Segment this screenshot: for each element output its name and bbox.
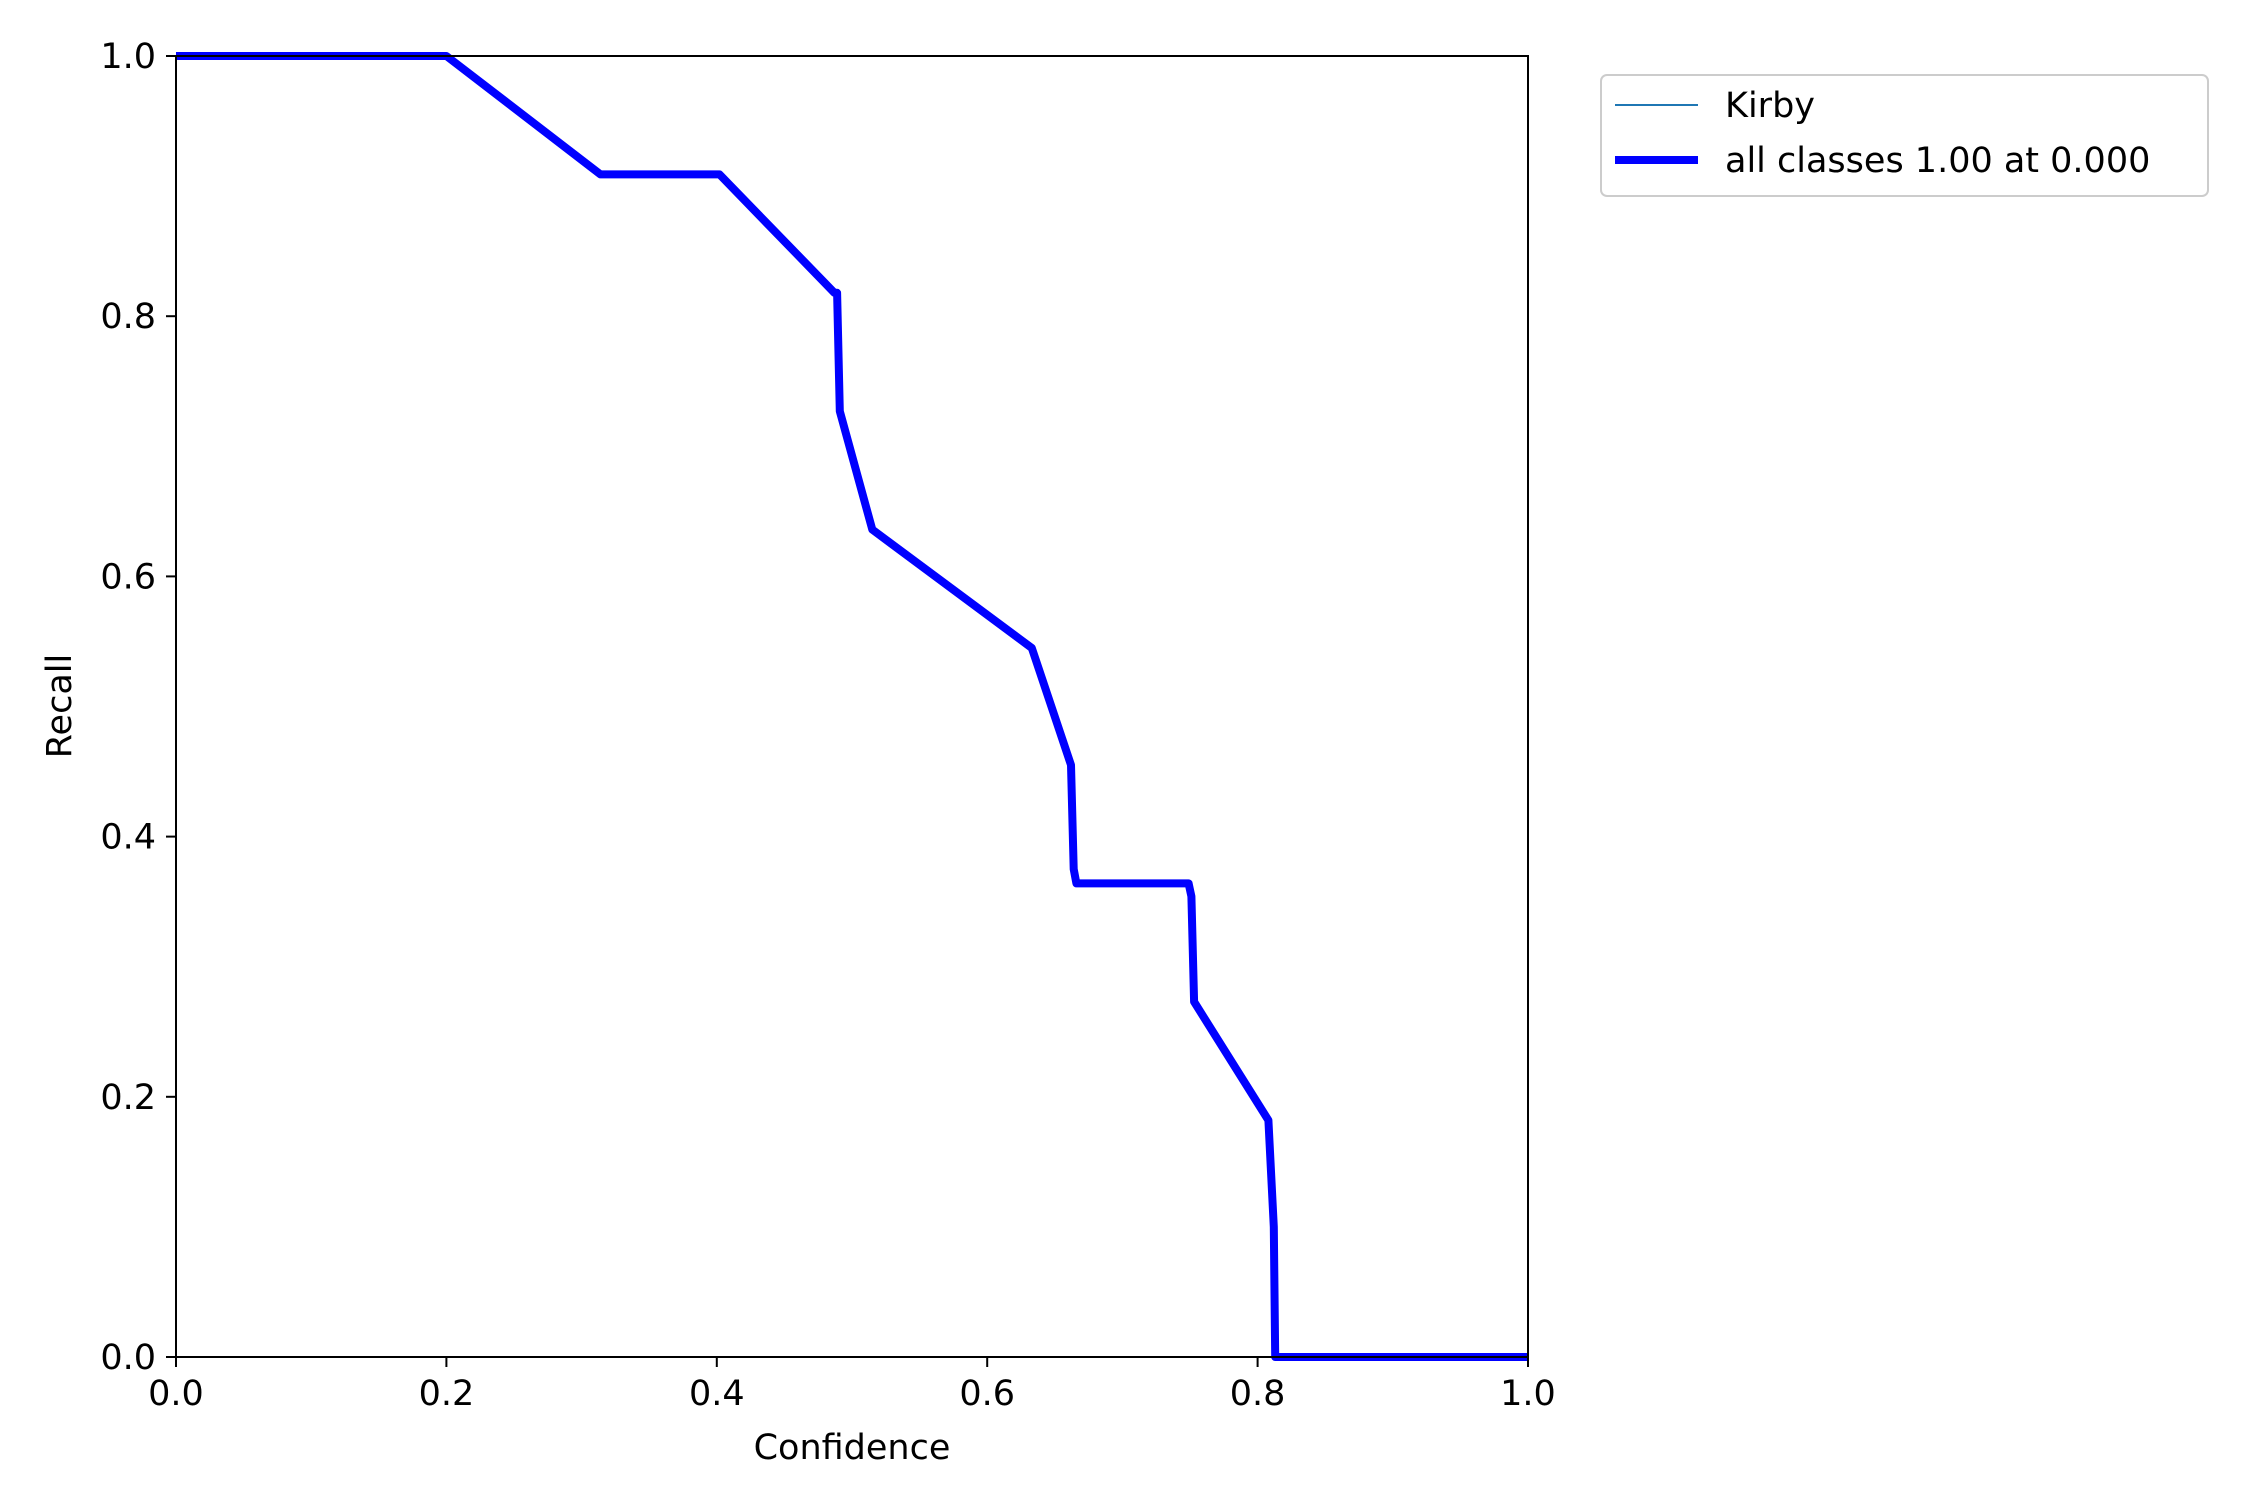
x-tick-label: 0.6 <box>959 1374 1015 1414</box>
x-tick-label: 1.0 <box>1500 1374 1556 1414</box>
y-tick-label: 0.0 <box>100 1338 156 1378</box>
legend-label: all classes 1.00 at 0.000 <box>1725 141 2150 181</box>
legend-label: Kirby <box>1725 86 1815 126</box>
x-axis: 0.0 0.2 0.4 0.6 0.8 1.0 <box>148 1357 1556 1414</box>
x-tick-label: 0.8 <box>1230 1374 1286 1414</box>
y-tick-label: 0.4 <box>100 818 156 858</box>
plot-area <box>176 52 1528 1361</box>
y-tick-label: 0.6 <box>100 557 156 597</box>
legend-frame <box>1600 74 2209 197</box>
y-tick-label: 1.0 <box>100 37 156 77</box>
y-tick-label: 0.2 <box>100 1078 156 1118</box>
x-tick-label: 0.0 <box>148 1374 204 1414</box>
legend: Kirby all classes 1.00 at 0.000 <box>1600 74 2209 197</box>
x-tick-label: 0.4 <box>689 1374 745 1414</box>
x-tick-label: 0.2 <box>419 1374 475 1414</box>
y-tick-label: 0.8 <box>100 297 156 337</box>
series-line-1 <box>176 52 1528 1361</box>
x-axis-label: Confidence <box>754 1428 951 1468</box>
y-axis-label: Recall <box>40 654 80 758</box>
plot-frame <box>175 55 1529 1358</box>
series-line-0 <box>176 55 1528 1358</box>
y-axis: 0.0 0.2 0.4 0.6 0.8 1.0 <box>100 37 176 1378</box>
